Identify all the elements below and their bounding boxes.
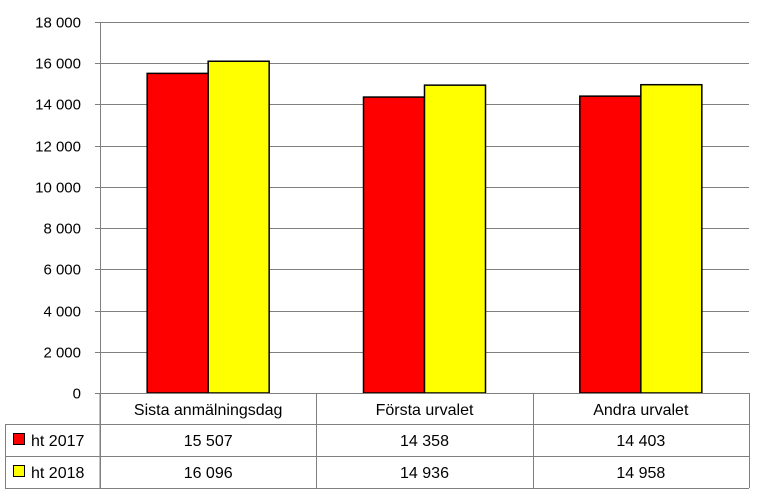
y-axis-ticks: 0 2 000 4 000 6 000 8 000 10 000 12 000 14 000 1… bbox=[35, 15, 100, 403]
data-label: 16 096 bbox=[184, 465, 233, 482]
bar-ht-2018-2 bbox=[640, 83, 703, 394]
x-category-label: Sista anmälningsdag bbox=[134, 402, 283, 419]
y-tick-label: 6 000 bbox=[43, 262, 81, 279]
bar-ht-2017-1 bbox=[362, 96, 426, 394]
legend-key-ht-2018 bbox=[13, 465, 25, 477]
y-tick-label: 8 000 bbox=[43, 221, 81, 238]
data-table: Sista anmälningsdag Första urvalet Andra u… bbox=[5, 393, 750, 489]
legend-key-ht-2017 bbox=[13, 433, 25, 445]
y-tick-label: 4 000 bbox=[43, 304, 81, 321]
y-tick-label: 16 000 bbox=[35, 56, 81, 73]
y-tick-label: 0 bbox=[73, 386, 81, 403]
legend-label: ht 2018 bbox=[31, 465, 84, 482]
bars bbox=[146, 60, 703, 394]
data-label: 14 358 bbox=[400, 433, 449, 450]
bar-ht-2017-2 bbox=[579, 95, 642, 394]
data-label: 14 403 bbox=[616, 433, 665, 450]
y-tick-label: 18 000 bbox=[35, 15, 81, 32]
bar-ht-2018-0 bbox=[207, 60, 270, 394]
y-tick-label: 2 000 bbox=[43, 345, 81, 362]
data-label: 15 507 bbox=[184, 433, 233, 450]
bar-ht-2018-1 bbox=[423, 84, 487, 394]
bar-ht-2017-0 bbox=[146, 72, 209, 394]
data-label: 14 936 bbox=[400, 465, 449, 482]
y-tick-label: 12 000 bbox=[35, 139, 81, 156]
y-tick-label: 10 000 bbox=[35, 180, 81, 197]
y-tick-label: 14 000 bbox=[35, 97, 81, 114]
data-label: 14 958 bbox=[616, 465, 665, 482]
x-category-label: Andra urvalet bbox=[593, 402, 689, 419]
x-category-label: Första urvalet bbox=[376, 402, 474, 419]
legend-label: ht 2017 bbox=[31, 433, 84, 450]
